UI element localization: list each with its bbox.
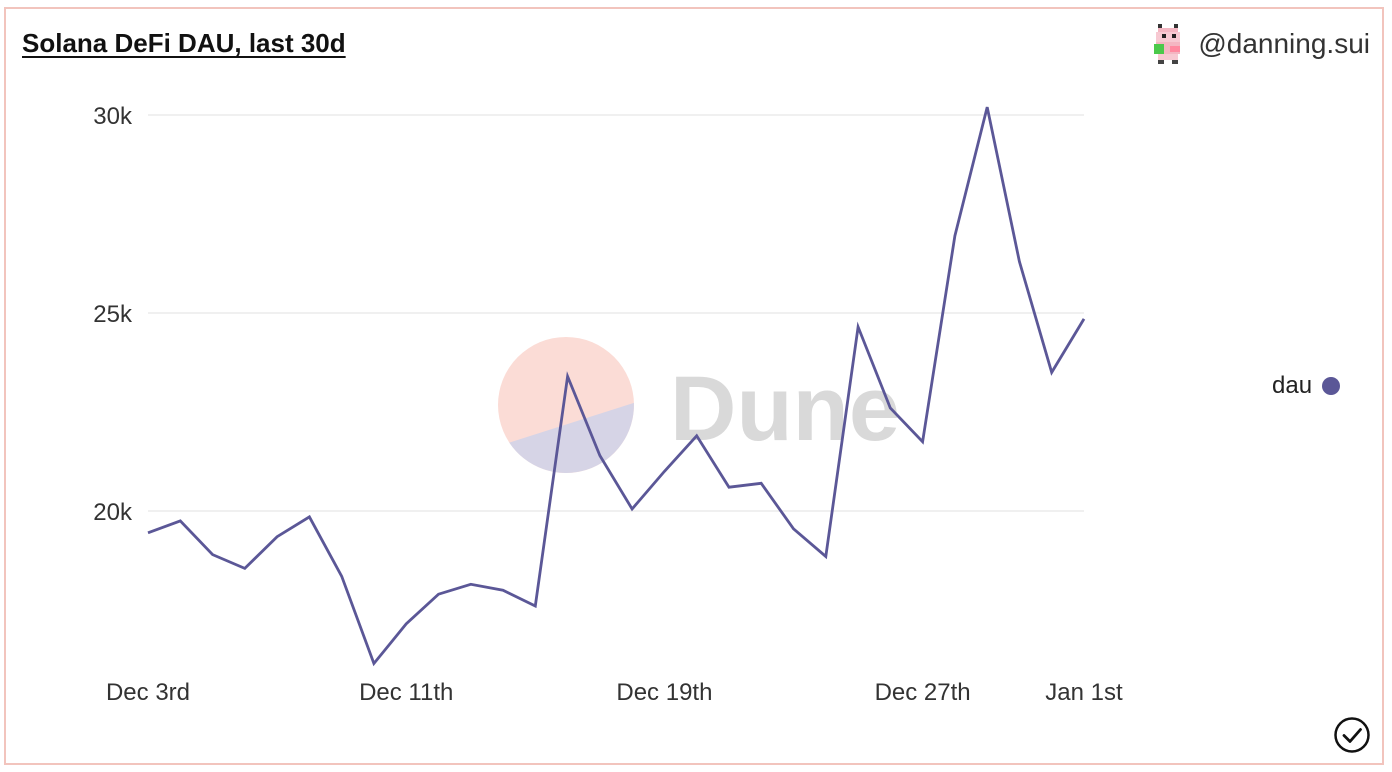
data-point[interactable] xyxy=(273,533,281,541)
x-tick-label: Dec 11th xyxy=(359,679,453,706)
legend[interactable]: dau xyxy=(1272,372,1341,400)
data-point[interactable] xyxy=(757,479,765,487)
chart-title[interactable]: Solana DeFi DAU, last 30d xyxy=(22,28,346,58)
data-point[interactable] xyxy=(241,564,249,572)
data-point[interactable] xyxy=(983,103,991,111)
data-point[interactable] xyxy=(660,467,668,475)
data-point[interactable] xyxy=(370,659,378,667)
chart-card xyxy=(4,7,1384,765)
data-point[interactable] xyxy=(531,602,539,610)
data-point[interactable] xyxy=(564,372,572,380)
data-point[interactable] xyxy=(854,323,862,331)
series-layer xyxy=(144,103,1088,667)
legend-dot xyxy=(1322,377,1341,395)
x-tick-label: Dec 27th xyxy=(875,679,971,706)
x-tick-label: Dec 19th xyxy=(616,679,712,706)
legend-label: dau xyxy=(1272,372,1313,399)
y-tick-label: 25k xyxy=(93,301,133,328)
data-point[interactable] xyxy=(434,590,442,598)
data-point[interactable] xyxy=(822,553,830,561)
check-circle-icon[interactable] xyxy=(1333,716,1371,754)
author-name: @danning.sui xyxy=(1198,28,1370,59)
data-point[interactable] xyxy=(596,452,604,460)
data-point[interactable] xyxy=(305,513,313,521)
data-point[interactable] xyxy=(209,551,217,559)
watermark-text: Dune xyxy=(670,358,900,460)
x-tick-label: Dec 3rd xyxy=(106,679,190,706)
y-tick-label: 30k xyxy=(93,103,133,130)
data-point[interactable] xyxy=(1048,368,1056,376)
data-point[interactable] xyxy=(338,572,346,580)
data-point[interactable] xyxy=(886,404,894,412)
pixel-avatar-icon xyxy=(1154,24,1181,64)
author-badge[interactable]: @danning.sui xyxy=(1152,24,1370,64)
y-tick-label: 20k xyxy=(93,499,133,526)
data-point[interactable] xyxy=(725,483,733,491)
series-line-dau[interactable] xyxy=(147,106,1086,667)
y-axis: 20k 25k 30k xyxy=(93,103,133,526)
data-point[interactable] xyxy=(693,432,701,440)
x-tick-label: Jan 1st xyxy=(1045,679,1123,706)
watermark-circle-bottom xyxy=(509,402,634,473)
data-point[interactable] xyxy=(1015,258,1023,266)
data-point[interactable] xyxy=(176,517,184,525)
x-axis: Dec 3rd Dec 11th Dec 19th Dec 27th Jan 1st xyxy=(106,679,1123,706)
data-point[interactable] xyxy=(499,586,507,594)
data-point[interactable] xyxy=(790,525,798,533)
data-point[interactable] xyxy=(1080,315,1088,323)
data-point[interactable] xyxy=(919,438,927,446)
data-point[interactable] xyxy=(467,580,475,588)
dune-watermark: Dune xyxy=(498,337,900,473)
data-point[interactable] xyxy=(628,505,636,513)
data-point[interactable] xyxy=(144,529,152,537)
data-point[interactable] xyxy=(402,620,410,628)
data-point[interactable] xyxy=(951,232,959,240)
grid-layer xyxy=(148,114,1084,512)
